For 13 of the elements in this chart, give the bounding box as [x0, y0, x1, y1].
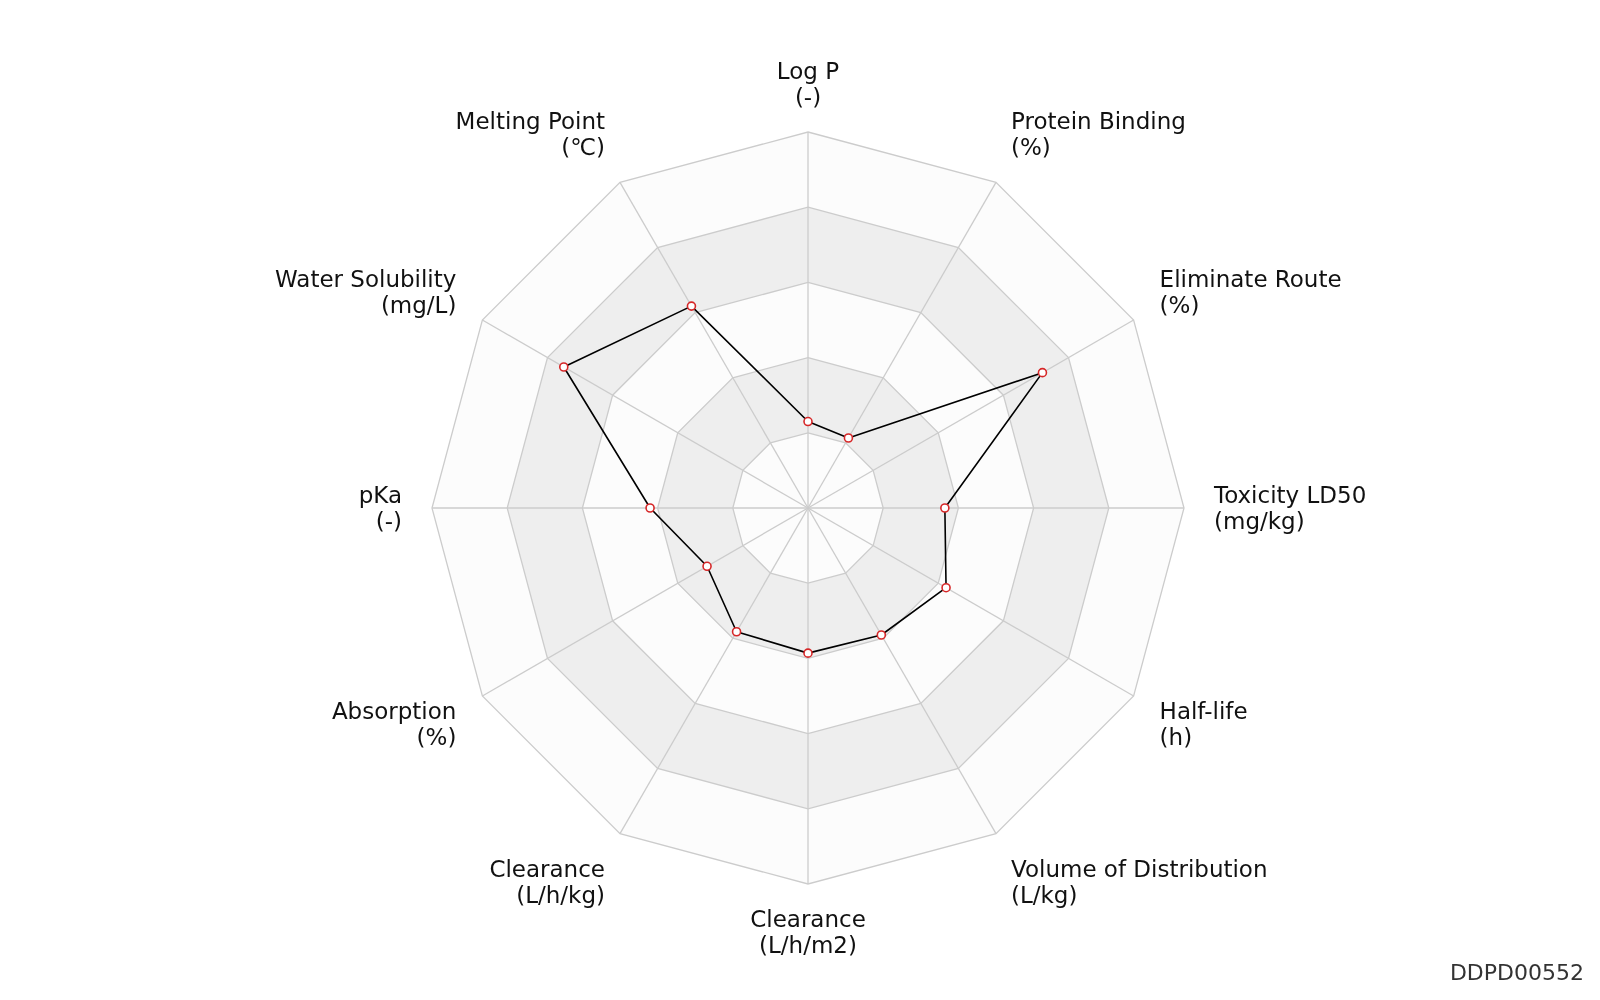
- spoke-label: Clearance (L/h/m2): [750, 906, 866, 958]
- spoke-label: pKa (-): [358, 482, 402, 534]
- spoke-label: Toxicity LD50 (mg/kg): [1213, 482, 1367, 534]
- spoke-label: Absorption (%): [331, 698, 457, 750]
- spoke-label: Melting Point (℃): [455, 107, 605, 160]
- spoke-label: Clearance (L/h/kg): [489, 856, 605, 909]
- spoke-label: Protein Binding (%): [1011, 107, 1186, 160]
- text: DDPD00552: [1449, 960, 1584, 985]
- spoke-label: Water Solubility (mg/L): [275, 266, 457, 318]
- spoke-label: Eliminate Route (%): [1159, 266, 1342, 318]
- spoke-label: Half-life (h): [1159, 698, 1248, 750]
- spoke-label: Volume of Distribution (L/kg): [1011, 856, 1268, 909]
- spoke-label: Log P (-): [776, 58, 840, 110]
